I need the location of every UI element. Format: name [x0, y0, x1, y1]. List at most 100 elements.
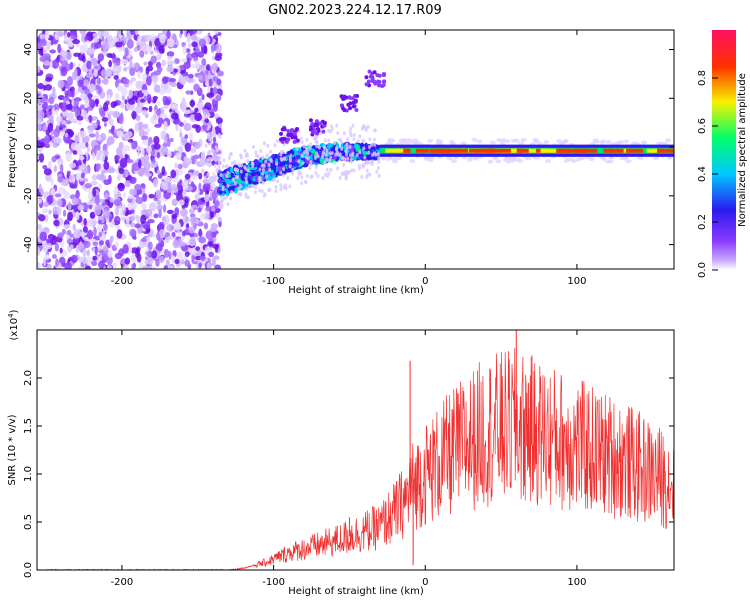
noise-blob: [86, 229, 94, 240]
noise-blob: [122, 243, 129, 254]
branch-blob: [290, 135, 295, 140]
noise-blob: [97, 59, 101, 65]
line-halo: [592, 138, 599, 143]
halo-blob: [245, 172, 249, 177]
noise-blob: [206, 64, 211, 72]
halo-blob: [296, 176, 300, 181]
noise-blob: [115, 92, 120, 102]
noise-blob: [155, 259, 160, 267]
noise-blob: [183, 180, 189, 191]
noise-blob: [52, 86, 56, 95]
noise-blob: [210, 44, 217, 52]
noise-blob: [147, 219, 155, 224]
halo-blob: [259, 149, 263, 154]
signal-blob: [251, 181, 259, 185]
noise-blob: [146, 93, 152, 103]
halo-blob: [233, 167, 237, 172]
noise-blob: [78, 155, 85, 161]
line-halo: [605, 139, 612, 144]
halo-blob: [351, 123, 355, 128]
noise-blob: [141, 135, 149, 141]
noise-blob: [72, 223, 76, 231]
line-halo: [380, 156, 387, 161]
noise-blob: [42, 125, 48, 131]
noise-blob: [50, 40, 54, 46]
noise-blob: [108, 110, 114, 116]
noise-blob: [182, 75, 190, 82]
noise-blob: [37, 82, 44, 90]
noise-blob: [218, 221, 222, 228]
noise-blob: [211, 98, 219, 108]
noise-blob: [93, 68, 98, 78]
x-tick-label: 0: [422, 276, 428, 287]
noise-blob: [202, 183, 211, 191]
y-tick-label: 2.0: [23, 370, 34, 386]
noise-blob: [99, 152, 106, 162]
noise-blob: [131, 110, 137, 120]
noise-blob: [168, 250, 172, 260]
noise-blob: [45, 173, 52, 182]
halo-blob: [222, 196, 226, 201]
halo-blob: [279, 183, 283, 188]
noise-blob: [94, 98, 99, 105]
noise-blob: [91, 116, 99, 121]
noise-blob: [184, 134, 188, 139]
noise-blob: [57, 176, 63, 183]
noise-blob: [204, 102, 212, 111]
noise-blob: [79, 105, 85, 110]
halo-blob: [222, 158, 226, 163]
noise-blob: [174, 162, 178, 169]
noise-blob: [183, 156, 189, 163]
noise-blob: [110, 125, 115, 135]
noise-blob: [56, 116, 60, 127]
noise-blob: [146, 65, 154, 72]
noise-blob: [178, 128, 182, 134]
signal-blob: [277, 166, 281, 172]
noise-blob: [131, 143, 137, 150]
noise-blob: [64, 132, 69, 138]
noise-blob: [205, 69, 209, 75]
noise-blob: [153, 178, 159, 188]
noise-blob: [188, 236, 197, 247]
noise-blob: [147, 241, 153, 251]
noise-blob: [151, 250, 158, 259]
noise-blob: [98, 240, 104, 246]
noise-blob: [108, 60, 113, 68]
halo-blob: [261, 167, 265, 172]
noise-blob: [57, 43, 62, 54]
line-halo: [561, 139, 568, 144]
signal-blob: [250, 171, 256, 177]
noise-blob: [119, 158, 128, 169]
halo-blob: [349, 126, 353, 131]
noise-blob: [144, 127, 151, 133]
y-tick-label: 0: [23, 144, 34, 150]
noise-blob: [125, 131, 133, 138]
halo-blob: [333, 160, 337, 165]
noise-blob: [130, 209, 135, 214]
halo-blob: [338, 176, 342, 181]
noise-blob: [139, 41, 147, 52]
noise-blob: [93, 207, 102, 216]
colorbar-ticks: 0.0 0.2 0.4 0.6 0.8: [697, 70, 718, 278]
halo-blob: [206, 134, 210, 139]
noise-blob: [124, 263, 130, 269]
halo-blob: [229, 152, 233, 157]
halo-blob: [350, 168, 354, 173]
noise-blob: [135, 105, 143, 114]
noise-blob: [167, 138, 171, 148]
noise-blob: [208, 240, 214, 247]
line-peak: [565, 148, 582, 153]
noise-blob: [65, 103, 73, 111]
noise-blob: [150, 55, 157, 64]
noise-blob: [86, 249, 90, 257]
noise-blob: [75, 89, 80, 95]
noise-blob: [115, 41, 123, 48]
noise-blob: [98, 231, 103, 238]
noise-blob: [141, 139, 149, 145]
halo-blob: [267, 163, 271, 168]
noise-blob: [138, 127, 145, 137]
halo-blob: [235, 167, 239, 172]
line-halo: [509, 157, 516, 162]
halo-blob: [345, 146, 349, 151]
x-tick-label: 100: [567, 577, 586, 588]
